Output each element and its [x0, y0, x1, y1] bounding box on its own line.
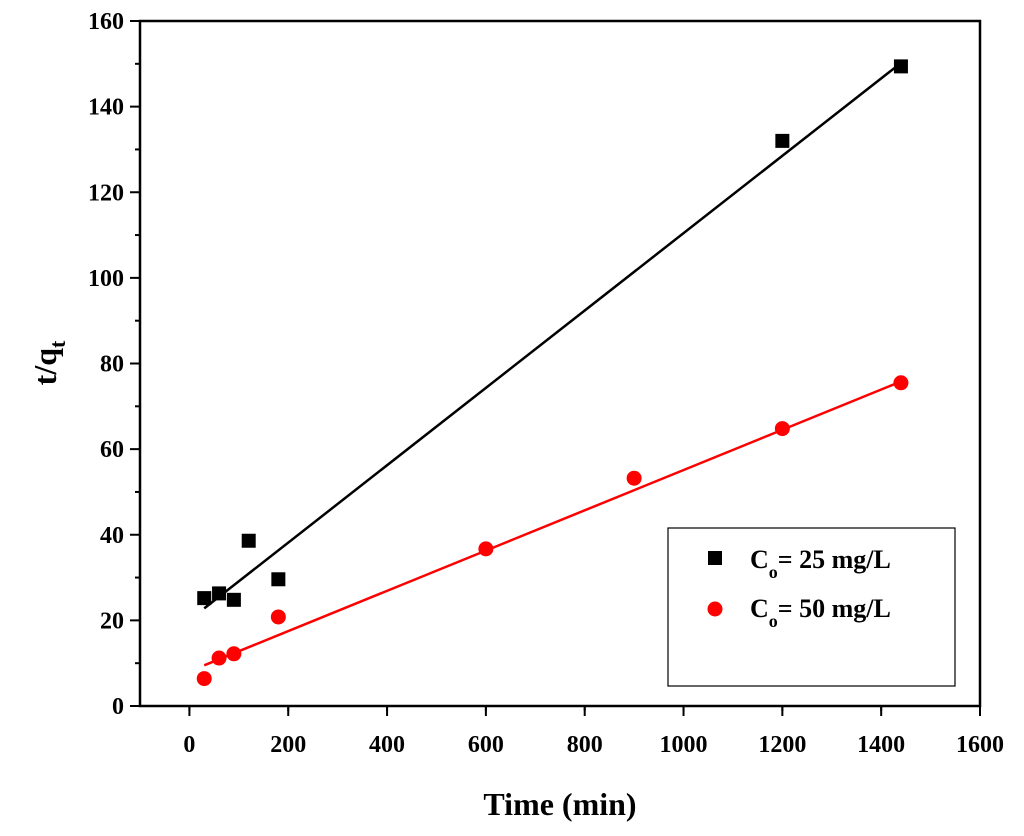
data-point-series-1: [241, 533, 256, 548]
legend-label-series-2-main: C: [750, 594, 769, 623]
x-tick-label: 1400: [857, 732, 905, 758]
legend-label-series-1-sub: o: [769, 562, 778, 582]
data-point-series-1: [775, 133, 790, 148]
y-tick-label: 80: [100, 352, 124, 378]
data-point-series-2: [626, 470, 642, 486]
legend-label-series-1: Co= 25 mg/L: [750, 545, 891, 582]
data-point-series-1: [226, 592, 241, 607]
x-tick-label: 400: [369, 732, 405, 758]
legend-marker-series-2: [707, 601, 723, 617]
data-point-series-2: [893, 375, 909, 391]
x-tick-label: 0: [183, 732, 195, 758]
legend-label-series-2: Co= 50 mg/L: [750, 594, 891, 631]
legend-label-series-2-rest: = 50 mg/L: [778, 594, 891, 623]
x-axis-title: Time (min): [483, 786, 636, 822]
data-point-series-2: [211, 650, 227, 666]
x-tick-label: 600: [468, 732, 504, 758]
fit-line-series-1: [203, 61, 902, 610]
y-tick-label: 100: [88, 266, 124, 292]
legend-label-series-1-rest: = 25 mg/L: [778, 545, 891, 574]
y-tick-label: 160: [88, 9, 124, 35]
y-tick-label: 60: [100, 437, 124, 463]
y-axis-title-main: t/q: [27, 348, 63, 386]
legend-marker-series-1: [708, 551, 722, 565]
data-point-series-1: [212, 586, 227, 601]
x-tick-label: 800: [567, 732, 603, 758]
x-axis-ticks: 0 200 400 600 800 1000 1200 1400 1600: [183, 706, 1004, 758]
x-tick-label: 1200: [758, 732, 806, 758]
data-point-series-2: [196, 671, 212, 687]
legend: Co= 25 mg/L Co= 50 mg/L: [667, 527, 956, 687]
legend-label-series-2-sub: o: [769, 611, 778, 631]
data-point-series-2: [478, 541, 494, 557]
y-axis-title: t/qt: [27, 340, 70, 385]
y-tick-label: 120: [88, 180, 124, 206]
data-point-series-1: [893, 59, 908, 74]
x-tick-label: 1000: [660, 732, 708, 758]
data-point-series-1: [271, 572, 286, 587]
data-markers: [196, 59, 909, 687]
y-tick-label: 140: [88, 95, 124, 121]
data-point-series-1: [197, 591, 212, 606]
data-point-series-2: [270, 609, 286, 625]
x-tick-label: 200: [270, 732, 306, 758]
y-tick-label: 40: [100, 523, 124, 549]
y-axis-ticks: 0 20 40 60 80 100 120 140 160: [88, 9, 140, 720]
y-axis-title-subscript: t: [45, 340, 70, 348]
y-tick-label: 0: [112, 694, 124, 720]
legend-label-series-1-main: C: [750, 545, 769, 574]
data-point-series-2: [226, 646, 242, 662]
y-tick-label: 20: [100, 608, 124, 634]
x-tick-label: 1600: [956, 732, 1004, 758]
data-point-series-2: [774, 421, 790, 437]
